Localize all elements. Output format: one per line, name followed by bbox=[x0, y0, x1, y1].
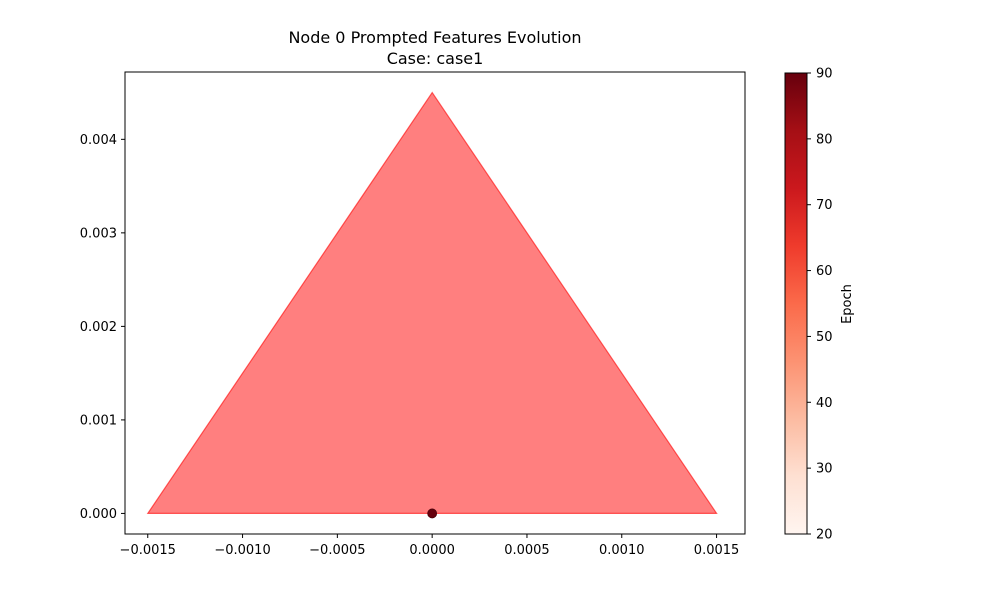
colorbar-tick-label: 70 bbox=[816, 198, 833, 213]
colorbar-tick-label: 50 bbox=[816, 330, 833, 345]
plot-area bbox=[146, 91, 718, 519]
x-tick-label: −0.0015 bbox=[120, 543, 176, 558]
y-tick-label: 0.003 bbox=[80, 226, 117, 241]
x-tick-label: 0.0010 bbox=[599, 543, 645, 558]
plot-frame bbox=[124, 71, 746, 535]
y-tick-label: 0.000 bbox=[80, 507, 117, 522]
y-tick-label: 0.001 bbox=[80, 413, 117, 428]
y-tick-label: 0.002 bbox=[80, 320, 117, 335]
triangle-region bbox=[146, 91, 718, 515]
colorbar-tick-label: 90 bbox=[816, 67, 833, 82]
x-tick-label: 0.0005 bbox=[504, 543, 550, 558]
x-tick-label: −0.0010 bbox=[214, 543, 270, 558]
colorbar-label: Epoch bbox=[840, 284, 855, 324]
colorbar-frame bbox=[784, 72, 808, 535]
colorbar-tick-label: 40 bbox=[816, 396, 833, 411]
colorbar-tick-label: 30 bbox=[816, 462, 833, 477]
y-axis: 0.000 0.001 0.002 0.003 0.004 bbox=[80, 133, 125, 522]
colorbar-tick-label: 60 bbox=[816, 264, 833, 279]
chart-title: Node 0 Prompted Features Evolution bbox=[288, 28, 581, 47]
data-point bbox=[427, 508, 438, 519]
x-tick-label: 0.0015 bbox=[694, 543, 740, 558]
colorbar-tick-label: 80 bbox=[816, 132, 833, 147]
chart-subtitle: Case: case1 bbox=[387, 49, 484, 68]
colorbar-gradient bbox=[785, 73, 807, 534]
x-axis: −0.0015 −0.0010 −0.0005 0.0000 0.0005 0.0010 0… bbox=[120, 534, 740, 558]
x-tick-label: −0.0005 bbox=[309, 543, 365, 558]
y-tick-label: 0.004 bbox=[80, 133, 117, 148]
colorbar: 20 30 40 50 60 70 80 90 bbox=[784, 67, 833, 543]
x-tick-label: 0.0000 bbox=[409, 543, 455, 558]
colorbar-tick-label: 20 bbox=[816, 528, 833, 543]
